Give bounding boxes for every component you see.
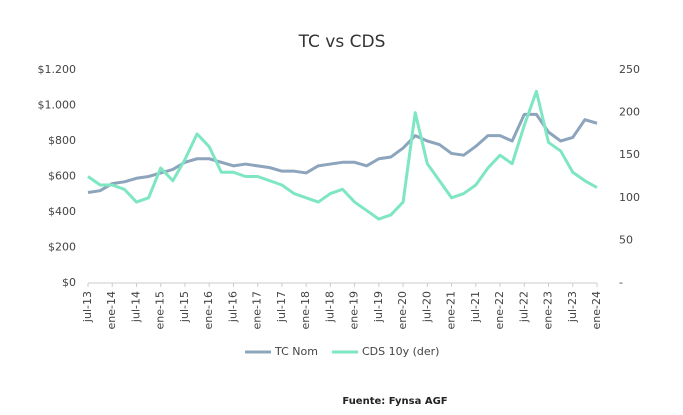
y-tick-label: $800 (48, 134, 76, 147)
series-line (87, 112, 598, 194)
y-tick-label: $600 (48, 170, 76, 183)
y2-tick-label: 100 (619, 191, 640, 204)
x-tick-label: ene-14 (105, 291, 118, 329)
x-tick-label: ene-20 (396, 291, 409, 329)
x-tick-label: jul-21 (469, 291, 482, 323)
y2-tick-label: 50 (619, 233, 633, 246)
x-tick-label: ene-21 (445, 291, 458, 329)
chart-title: TC vs CDS (298, 32, 386, 52)
y-tick-label: $1.000 (38, 99, 77, 112)
x-tick-label: ene-23 (542, 291, 555, 329)
x-tick-label: jul-19 (372, 291, 385, 323)
x-tick-label: jul-23 (566, 291, 579, 323)
x-tick-label: jul-16 (226, 291, 239, 323)
y2-tick-label: 250 (619, 63, 640, 76)
y-tick-label: $400 (48, 205, 76, 218)
y-tick-label: $1.200 (38, 63, 77, 76)
source: Fuente: Fynsa AGF (342, 396, 447, 407)
y-tick-label: $200 (48, 241, 76, 254)
x-tick-label: jul-14 (129, 291, 142, 323)
y2-tick-label: 200 (619, 106, 640, 119)
legend-label: CDS 10y (der) (362, 345, 440, 358)
x-tick-label: ene-18 (299, 291, 312, 329)
x-tick-label: jul-20 (420, 291, 433, 323)
x-tick-label: jul-18 (323, 291, 336, 323)
y2-tick-label: 150 (619, 148, 640, 161)
x-tick-label: ene-16 (202, 291, 215, 329)
x-tick-label: ene-17 (251, 291, 264, 329)
series-line (87, 89, 598, 221)
x-tick-label: ene-22 (493, 291, 506, 329)
x-tick-label: jul-15 (178, 291, 191, 323)
x-tick-label: jul-22 (517, 291, 530, 323)
y2-tick-label: - (619, 276, 623, 289)
x-tick-label: ene-19 (348, 291, 361, 329)
x-tick-label: jul-13 (81, 291, 94, 323)
x-tick-label: jul-17 (275, 291, 288, 323)
x-tick-label: ene-15 (154, 291, 167, 329)
legend-label: TC Nom (274, 345, 318, 358)
y-tick-label: $0 (62, 276, 76, 289)
x-tick-label: ene-24 (590, 291, 603, 329)
